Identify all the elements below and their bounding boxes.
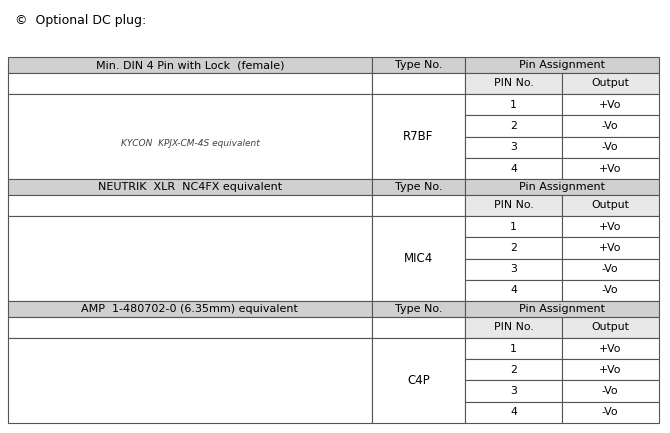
Bar <box>372 179 465 195</box>
Text: +Vo: +Vo <box>599 365 622 375</box>
Text: KYCON  KPJX-CM-4S equivalent: KYCON KPJX-CM-4S equivalent <box>121 139 259 148</box>
Bar <box>562 237 659 259</box>
Bar <box>465 381 562 402</box>
Text: MIC4: MIC4 <box>404 252 433 265</box>
Bar <box>562 259 659 280</box>
Text: -Vo: -Vo <box>602 264 618 274</box>
Bar <box>562 137 659 158</box>
Text: C4P: C4P <box>407 374 429 387</box>
Bar <box>562 338 659 359</box>
Bar <box>372 195 465 216</box>
Text: +Vo: +Vo <box>599 222 622 232</box>
Text: Min. DIN 4 Pin with Lock  (female): Min. DIN 4 Pin with Lock (female) <box>96 60 284 70</box>
Text: PIN No.: PIN No. <box>494 78 533 88</box>
Text: 3: 3 <box>510 264 517 274</box>
Text: NEUTRIK  XLR  NC4FX equivalent: NEUTRIK XLR NC4FX equivalent <box>98 182 282 192</box>
Bar <box>465 195 562 216</box>
Text: Pin Assignment: Pin Assignment <box>519 304 605 314</box>
Bar <box>465 94 562 115</box>
Text: -Vo: -Vo <box>602 142 618 152</box>
Text: AMP  1-480702-0 (6.35mm) equivalent: AMP 1-480702-0 (6.35mm) equivalent <box>82 304 298 314</box>
Text: Pin Assignment: Pin Assignment <box>519 182 605 192</box>
Bar <box>562 115 659 137</box>
Bar <box>465 280 562 301</box>
Text: -Vo: -Vo <box>602 386 618 396</box>
Text: +Vo: +Vo <box>599 164 622 174</box>
Bar <box>465 57 659 73</box>
Text: PIN No.: PIN No. <box>494 322 533 332</box>
Bar <box>562 158 659 179</box>
Text: -Vo: -Vo <box>602 285 618 295</box>
Text: Output: Output <box>592 322 629 332</box>
Text: 3: 3 <box>510 386 517 396</box>
Text: ©  Optional DC plug:: © Optional DC plug: <box>15 14 146 27</box>
Bar <box>372 301 465 317</box>
Bar <box>8 216 372 301</box>
Bar <box>372 73 465 94</box>
Bar <box>465 359 562 381</box>
Bar <box>372 57 465 73</box>
Bar <box>465 216 562 237</box>
Text: Type No.: Type No. <box>395 182 442 192</box>
Text: 1: 1 <box>510 343 517 353</box>
Bar <box>562 73 659 94</box>
Bar <box>8 57 372 73</box>
Bar <box>562 402 659 423</box>
Text: -Vo: -Vo <box>602 407 618 417</box>
Text: 3: 3 <box>510 142 517 152</box>
Text: 1: 1 <box>510 100 517 110</box>
Bar <box>465 179 659 195</box>
Text: -Vo: -Vo <box>602 121 618 131</box>
Text: Output: Output <box>592 200 629 210</box>
Bar <box>8 179 372 195</box>
Bar <box>372 317 465 338</box>
Bar <box>562 381 659 402</box>
Bar <box>8 317 372 338</box>
Bar <box>8 338 372 423</box>
Text: Type No.: Type No. <box>395 304 442 314</box>
Text: Output: Output <box>592 78 629 88</box>
Bar <box>465 115 562 137</box>
Bar <box>465 301 659 317</box>
Bar <box>465 317 562 338</box>
Bar <box>372 216 465 301</box>
Bar <box>465 237 562 259</box>
Bar <box>562 359 659 381</box>
Text: 4: 4 <box>510 285 517 295</box>
Text: +Vo: +Vo <box>599 343 622 353</box>
Text: Pin Assignment: Pin Assignment <box>519 60 605 70</box>
Text: +Vo: +Vo <box>599 243 622 253</box>
Bar <box>372 338 465 423</box>
Bar <box>8 301 372 317</box>
Bar <box>562 317 659 338</box>
Text: 1: 1 <box>510 222 517 232</box>
Text: 2: 2 <box>510 243 517 253</box>
Text: Type No.: Type No. <box>395 60 442 70</box>
Bar <box>465 137 562 158</box>
Text: +Vo: +Vo <box>599 100 622 110</box>
Bar <box>465 402 562 423</box>
Bar <box>562 94 659 115</box>
Bar <box>465 158 562 179</box>
Bar <box>465 259 562 280</box>
Text: PIN No.: PIN No. <box>494 200 533 210</box>
Text: 4: 4 <box>510 164 517 174</box>
Text: 2: 2 <box>510 365 517 375</box>
Text: 2: 2 <box>510 121 517 131</box>
Bar <box>465 73 562 94</box>
Bar <box>8 94 372 179</box>
Text: R7BF: R7BF <box>403 130 433 143</box>
Bar <box>372 94 465 179</box>
Bar <box>8 195 372 216</box>
Bar <box>562 195 659 216</box>
Text: 4: 4 <box>510 407 517 417</box>
Bar <box>8 73 372 94</box>
Bar <box>562 216 659 237</box>
Bar <box>562 280 659 301</box>
Bar <box>465 338 562 359</box>
